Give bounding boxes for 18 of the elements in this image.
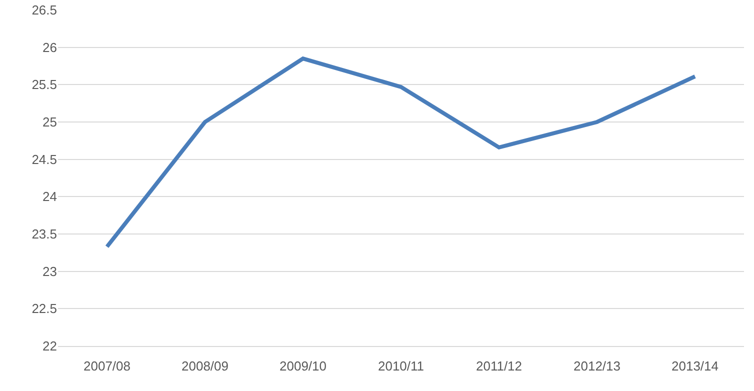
y-tick-label: 23.5 — [32, 226, 57, 242]
y-tick-label: 22 — [42, 338, 57, 354]
y-tick-label: 25 — [42, 114, 57, 130]
y-tick-label: 24.5 — [32, 152, 57, 167]
x-tick-label: 2011/12 — [476, 358, 522, 374]
y-tick-label: 26.5 — [32, 2, 57, 18]
x-tick-label: 2013/14 — [672, 358, 718, 374]
x-tick-label: 2012/13 — [574, 358, 620, 374]
line-series — [105, 56, 697, 249]
y-tick-label: 23 — [42, 264, 57, 279]
x-tick-label: 2008/09 — [182, 358, 228, 374]
x-tick-label: 2009/10 — [280, 358, 326, 374]
y-tick-label: 24 — [42, 189, 57, 204]
y-tick-label: 26 — [42, 40, 57, 55]
x-tick-label: 2007/08 — [84, 358, 130, 374]
y-tick-label: 25.5 — [32, 77, 57, 92]
x-tick-label: 2010/11 — [378, 358, 424, 374]
y-tick-label: 22.5 — [32, 301, 57, 316]
